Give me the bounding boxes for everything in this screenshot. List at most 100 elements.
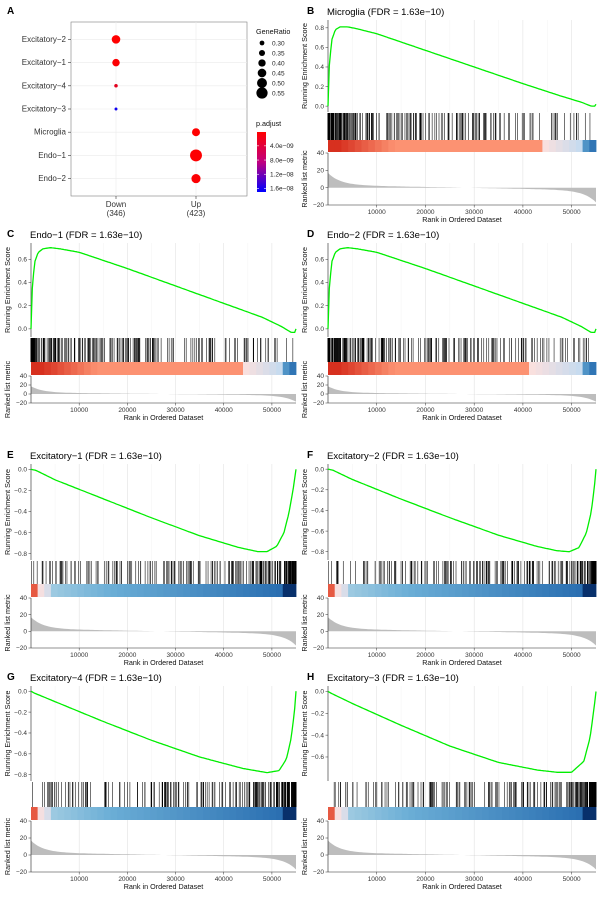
gsea-heat-segment — [395, 362, 403, 375]
gsea-rank-tick-label: −20 — [16, 400, 27, 407]
gsea-es-tick-label: 0.2 — [315, 303, 324, 310]
gsea-heat-segment — [203, 584, 211, 597]
gsea-heat-segment — [575, 807, 583, 820]
gsea-panel-h: −0.6 −0.4 −0.2 0.0 Running Enrichment Score −… — [300, 686, 597, 891]
gsea-heat-segment — [354, 584, 362, 597]
gsea-heat-segment — [289, 807, 297, 820]
gsea-heat-segment — [475, 584, 483, 597]
gsea-heat-segment — [468, 584, 476, 597]
gsea-heat-segment — [415, 362, 423, 375]
gsea-heat-segment — [137, 807, 145, 820]
gsea-heat-segment — [569, 584, 577, 597]
color-legend-label: 8.0e−09 — [270, 157, 294, 164]
gsea-heat-segment — [269, 362, 277, 375]
gsea-rank-tick-label: −20 — [313, 202, 324, 209]
gsea-rank-metric-area — [328, 840, 596, 870]
color-legend-label: 1.2e−08 — [270, 172, 294, 179]
gsea-rank-tick-label: 40 — [20, 595, 28, 602]
gsea-heat-segment — [468, 362, 476, 375]
gsea-heat-segment — [156, 584, 164, 597]
gsea-es-tick-label: 0.0 — [18, 688, 27, 695]
dotplot-x-label: Down (346) — [106, 200, 126, 218]
size-legend-dot — [258, 49, 266, 57]
gsea-rank-axis-title: Ranked list metric — [3, 818, 12, 876]
gsea-heat-segment — [269, 584, 277, 597]
panel-g-title: Excitatory−4 (FDR = 1.63e−10) — [30, 673, 162, 684]
gsea-heat-segment — [515, 362, 523, 375]
gsea-heat-segment — [441, 807, 449, 820]
gsea-rank-tick-label: 0 — [23, 852, 27, 859]
gsea-es-tick-label: 0.2 — [315, 84, 324, 91]
dotplot-y-label: Endo−2 — [38, 174, 66, 183]
gsea-heat-segment — [341, 140, 349, 152]
gsea-heat-segment — [156, 807, 164, 820]
gsea-heat-segment — [334, 584, 342, 597]
gsea-x-tick-label: 10000 — [368, 209, 386, 216]
gsea-heat-segment — [130, 584, 138, 597]
gsea-heat-segment — [150, 807, 158, 820]
gsea-rank-tick-label: 40 — [317, 595, 325, 602]
gsea-x-tick-label: 50000 — [263, 407, 281, 414]
gsea-heat-segment — [90, 362, 98, 375]
gsea-heat-segment — [110, 584, 118, 597]
gsea-x-tick-label: 10000 — [70, 876, 88, 883]
gsea-es-tick-label: −0.4 — [14, 509, 27, 516]
gsea-heat-segment — [341, 362, 349, 375]
dotplot-point — [114, 107, 118, 111]
gsea-heat-segment — [334, 807, 342, 820]
gsea-x-axis-title: Rank in Ordered Dataset — [124, 658, 204, 667]
gsea-heat-segment — [341, 584, 349, 597]
gsea-heat-segment — [209, 362, 217, 375]
gsea-heat-segment — [582, 362, 590, 375]
gsea-heat-segment — [176, 362, 184, 375]
gsea-heat-segment — [282, 362, 290, 375]
gsea-heat-segment — [575, 362, 583, 375]
gsea-x-tick-label: 30000 — [465, 209, 483, 216]
gsea-x-tick-label: 10000 — [70, 407, 88, 414]
gsea-x-tick-label: 20000 — [118, 876, 136, 883]
dotplot-point — [114, 84, 118, 88]
gsea-heat-segment — [441, 584, 449, 597]
gsea-x-tick-label: 30000 — [465, 876, 483, 883]
gsea-heat-segment — [70, 584, 78, 597]
panel-h-fdr: FDR = 1.63e−10 — [385, 673, 455, 684]
gsea-heat-segment — [582, 807, 590, 820]
gsea-heat-segment — [223, 807, 231, 820]
gsea-heat-segment — [555, 140, 563, 152]
gsea-x-axis-title: Rank in Ordered Dataset — [124, 882, 204, 891]
gsea-heat-segment — [562, 807, 570, 820]
gsea-heat-segment — [77, 584, 85, 597]
gsea-heat-segment — [276, 362, 284, 375]
gsea-heat-segment — [123, 807, 131, 820]
gsea-heat-segment — [408, 807, 416, 820]
gsea-x-tick-label: 30000 — [465, 652, 483, 659]
gsea-heat-segment — [549, 807, 557, 820]
gsea-heat-segment — [64, 362, 72, 375]
gsea-heat-segment — [555, 584, 563, 597]
panel-letter-f: F — [307, 450, 313, 461]
gsea-es-tick-label: −0.2 — [14, 488, 27, 495]
gsea-heat-segment — [582, 140, 590, 152]
gsea-heat-segment — [97, 362, 105, 375]
gsea-heat-segment — [569, 140, 577, 152]
gsea-heat-segment — [401, 140, 409, 152]
gsea-heat-segment — [408, 584, 416, 597]
gsea-heat-segment — [428, 362, 436, 375]
gsea-heat-segment — [328, 140, 336, 152]
gsea-heat-segment — [150, 362, 158, 375]
gsea-x-tick-label: 10000 — [368, 876, 386, 883]
gsea-heat-segment — [395, 807, 403, 820]
gsea-background — [31, 686, 296, 872]
gsea-x-tick-label: 50000 — [563, 652, 581, 659]
gsea-x-axis-title: Rank in Ordered Dataset — [422, 882, 502, 891]
gsea-heat-segment — [354, 140, 362, 152]
gsea-heat-segment — [529, 362, 537, 375]
gsea-rank-axis-title: Ranked list metric — [3, 594, 12, 652]
gsea-heat-segment — [341, 807, 349, 820]
gsea-heat-segment — [190, 584, 198, 597]
gsea-x-tick-label: 20000 — [416, 209, 434, 216]
gsea-heat-segment — [374, 362, 382, 375]
gsea-heat-segment — [243, 584, 251, 597]
gsea-heat-segment — [441, 140, 449, 152]
size-legend-dot — [257, 68, 267, 78]
